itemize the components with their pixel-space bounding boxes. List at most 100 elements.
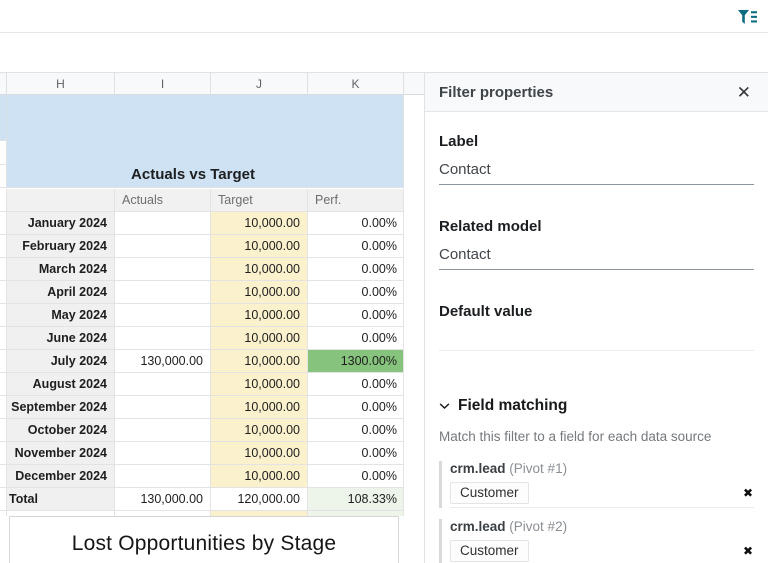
cell-actuals-value[interactable]	[115, 373, 211, 396]
field-chip[interactable]: Customer	[450, 540, 529, 562]
default-value-input[interactable]	[439, 320, 754, 351]
spreadsheet-grid: H I J K Actuals vs Target Actuals Target	[0, 72, 424, 563]
cell-month-label[interactable]: January 2024	[7, 212, 115, 235]
filter-properties-panel: Filter properties ✕ Label Contact Relate…	[424, 72, 768, 563]
sliver-cell	[0, 465, 7, 488]
cell-actuals-value[interactable]	[115, 442, 211, 465]
related-model-field-label: Related model	[439, 218, 542, 235]
cell-row-label-header[interactable]	[7, 189, 115, 212]
cell-target-value[interactable]: 10,000.00	[211, 419, 308, 442]
cell-actuals-value[interactable]	[115, 419, 211, 442]
cell-total-label[interactable]: Total	[7, 488, 115, 511]
table-row: January 2024 10,000.00 0.00%	[0, 212, 424, 235]
cell-target-value[interactable]: 10,000.00	[211, 373, 308, 396]
cell-perf-value[interactable]: 0.00%	[308, 396, 404, 419]
cell-target-value[interactable]: 10,000.00	[211, 327, 308, 350]
cell-month-label[interactable]: July 2024	[7, 350, 115, 373]
cell-perf-value[interactable]: 1300.00%	[308, 350, 404, 373]
cell-month-label[interactable]: December 2024	[7, 465, 115, 488]
cell-month-label[interactable]: August 2024	[7, 373, 115, 396]
cell-target-value[interactable]: 10,000.00	[211, 212, 308, 235]
cell-perf-value[interactable]: 0.00%	[308, 442, 404, 465]
column-header-sliver	[0, 73, 7, 94]
field-matching-entry: crm.lead (Pivot #2) Customer ✖	[439, 519, 754, 563]
cell-perf-value[interactable]: 0.00%	[308, 235, 404, 258]
chart-card[interactable]: Lost Opportunities by Stage	[9, 516, 399, 563]
banner-title: Actuals vs Target	[131, 166, 255, 183]
cell-target-value[interactable]: 10,000.00	[211, 350, 308, 373]
sliver-cell	[0, 442, 7, 465]
cell-target-value[interactable]: 10,000.00	[211, 281, 308, 304]
sliver-cell	[0, 373, 7, 396]
field-matching-entry: crm.lead (Pivot #1) Customer ✖	[439, 461, 754, 508]
sliver-cell	[0, 327, 7, 350]
partial-row	[0, 511, 424, 516]
cell-month-label[interactable]: November 2024	[7, 442, 115, 465]
cell-actuals-value[interactable]	[115, 396, 211, 419]
cell-actuals-value[interactable]	[115, 327, 211, 350]
banner-row: Actuals vs Target	[0, 95, 405, 189]
table-row: September 2024 10,000.00 0.00%	[0, 396, 424, 419]
cell-perf-value[interactable]: 0.00%	[308, 281, 404, 304]
column-header[interactable]: H	[7, 73, 115, 94]
filter-list-icon[interactable]	[736, 8, 758, 26]
label-input[interactable]: Contact	[439, 161, 754, 185]
cell-target-value[interactable]: 10,000.00	[211, 258, 308, 281]
cell-target-header[interactable]: Target	[211, 189, 308, 212]
cell-perf-value[interactable]: 0.00%	[308, 419, 404, 442]
table-row: November 2024 10,000.00 0.00%	[0, 442, 424, 465]
cell-target-value[interactable]: 10,000.00	[211, 235, 308, 258]
cell-month-label[interactable]: May 2024	[7, 304, 115, 327]
cell-actuals-value[interactable]	[115, 258, 211, 281]
cell-perf-value[interactable]: 0.00%	[308, 212, 404, 235]
panel-header: Filter properties ✕	[425, 72, 768, 112]
cell-target-value[interactable]: 10,000.00	[211, 442, 308, 465]
cell-actuals-value[interactable]	[115, 465, 211, 488]
merged-banner-cell[interactable]	[7, 95, 404, 188]
field-matching-section-header[interactable]: Field matching	[439, 397, 754, 415]
column-headers: H I J K	[7, 73, 404, 94]
cell-month-label[interactable]: April 2024	[7, 281, 115, 304]
cell-perf-value[interactable]: 0.00%	[308, 258, 404, 281]
cell-actuals-header[interactable]: Actuals	[115, 189, 211, 212]
cell-actuals-value[interactable]: 130,000.00	[115, 350, 211, 373]
sliver-cell	[0, 258, 7, 281]
column-header[interactable]: I	[115, 73, 211, 94]
field-chip[interactable]: Customer	[450, 482, 529, 504]
column-header-filler	[404, 73, 412, 94]
cell-month-label[interactable]: September 2024	[7, 396, 115, 419]
column-header[interactable]: K	[308, 73, 404, 94]
column-header[interactable]: J	[211, 73, 308, 94]
panel-body: Label Contact Related model Contact Defa…	[425, 134, 768, 563]
cell-perf-header[interactable]: Perf.	[308, 189, 404, 212]
sliver-cell	[0, 419, 7, 442]
cell-month-label[interactable]: June 2024	[7, 327, 115, 350]
remove-field-icon[interactable]: ✖	[742, 544, 753, 558]
remove-field-icon[interactable]: ✖	[742, 486, 753, 500]
cell-perf-value[interactable]: 0.00%	[308, 465, 404, 488]
cell-total-actuals[interactable]: 130,000.00	[115, 488, 211, 511]
related-model-input[interactable]: Contact	[439, 246, 754, 270]
cell-target-value[interactable]: 10,000.00	[211, 304, 308, 327]
cell-perf-value[interactable]: 0.00%	[308, 373, 404, 396]
cell-target-value[interactable]: 10,000.00	[211, 396, 308, 419]
cell-month-label[interactable]: March 2024	[7, 258, 115, 281]
cell-perf-value[interactable]: 0.00%	[308, 304, 404, 327]
cell-perf-value[interactable]: 0.00%	[308, 327, 404, 350]
cell-total-perf[interactable]: 108.33%	[308, 488, 404, 511]
cell-month-label[interactable]: February 2024	[7, 235, 115, 258]
cell-target-value[interactable]: 10,000.00	[211, 465, 308, 488]
sliver-cell	[0, 189, 7, 212]
chart-title: Lost Opportunities by Stage	[71, 532, 337, 555]
cell-total-target[interactable]: 120,000.00	[211, 488, 308, 511]
cell-actuals-value[interactable]	[115, 212, 211, 235]
cell-actuals-value[interactable]	[115, 235, 211, 258]
datasource-model: crm.lead	[450, 461, 506, 476]
close-icon[interactable]: ✕	[736, 82, 751, 102]
cell-actuals-value[interactable]	[115, 281, 211, 304]
cell-actuals-value[interactable]	[115, 304, 211, 327]
table-row: October 2024 10,000.00 0.00%	[0, 419, 424, 442]
datasource-line: crm.lead (Pivot #1)	[450, 461, 754, 476]
cell-month-label[interactable]: October 2024	[7, 419, 115, 442]
